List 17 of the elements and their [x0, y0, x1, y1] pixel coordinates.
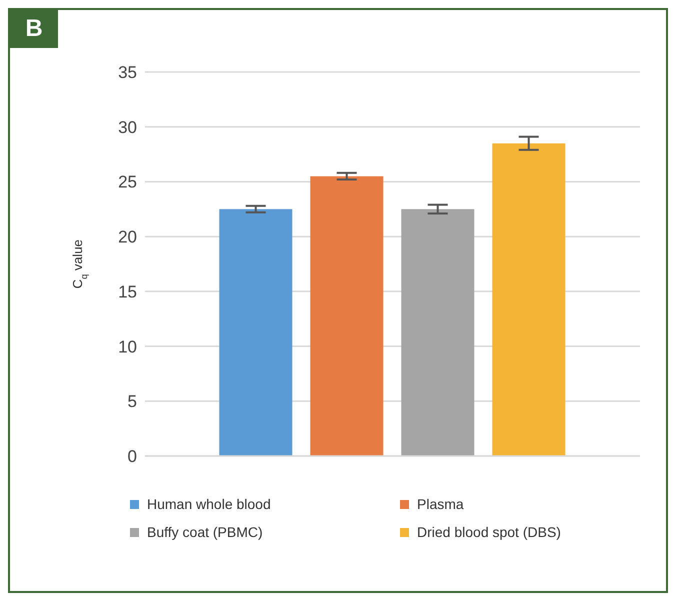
y-tick-label: 25: [118, 172, 137, 192]
legend-label: Dried blood spot (DBS): [417, 524, 561, 540]
bar: [492, 143, 566, 456]
y-tick-label: 0: [128, 447, 137, 466]
y-tick-label: 20: [118, 228, 137, 247]
legend-label: Plasma: [417, 496, 464, 512]
bar: [401, 209, 474, 456]
y-tick-label: 5: [128, 392, 137, 412]
bar: [310, 176, 384, 456]
legend-label: Human whole blood: [147, 496, 271, 512]
bar: [219, 209, 292, 456]
text: B: [10, 10, 58, 48]
legend-label: Buffy coat (PBMC): [147, 524, 263, 540]
y-tick-label: 35: [118, 63, 137, 82]
y-tick-label: 15: [118, 282, 137, 302]
y-tick-label: 10: [118, 337, 137, 356]
y-tick-label: 30: [118, 118, 137, 137]
